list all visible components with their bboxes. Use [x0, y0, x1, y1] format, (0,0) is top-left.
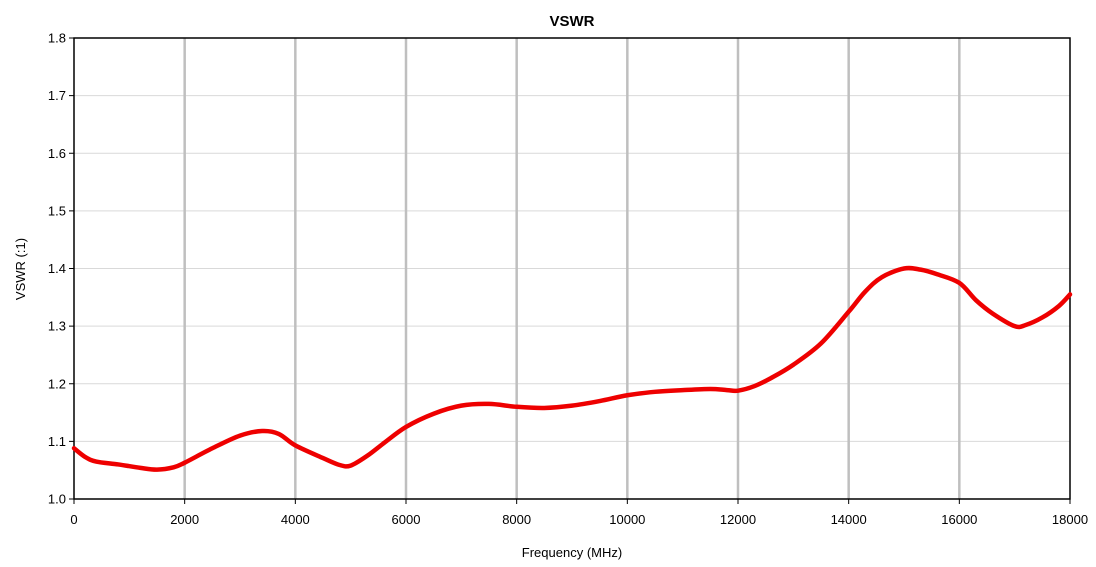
x-tick-label: 0 — [70, 512, 77, 527]
x-tick-label: 10000 — [609, 512, 645, 527]
y-tick-label: 1.6 — [48, 146, 66, 161]
x-tick-label: 16000 — [941, 512, 977, 527]
y-axis-ticks: 1.0 1.1 1.2 1.3 1.4 1.5 1.6 1.7 1.8 — [48, 31, 74, 507]
y-tick-label: 1.7 — [48, 88, 66, 103]
x-axis-title: Frequency (MHz) — [522, 545, 622, 560]
grid-lines — [74, 38, 1070, 499]
y-tick-label: 1.1 — [48, 434, 66, 449]
vswr-series-line — [71, 265, 1073, 472]
x-axis-ticks: 0 2000 4000 6000 8000 10000 12000 14000 16000 180… — [70, 499, 1088, 527]
x-tick-label: 18000 — [1052, 512, 1088, 527]
y-tick-label: 1.2 — [48, 376, 66, 391]
x-tick-label: 6000 — [392, 512, 421, 527]
y-tick-label: 1.3 — [48, 319, 66, 334]
y-tick-label: 1.5 — [48, 203, 66, 218]
y-tick-label: 1.8 — [48, 31, 66, 46]
x-tick-label: 14000 — [831, 512, 867, 527]
chart-title: VSWR — [550, 13, 595, 30]
x-tick-label: 8000 — [502, 512, 531, 527]
x-tick-label: 12000 — [720, 512, 756, 527]
y-tick-label: 1.0 — [48, 492, 66, 507]
x-tick-label: 2000 — [170, 512, 199, 527]
x-tick-label: 4000 — [281, 512, 310, 527]
y-axis-title: VSWR (:1) — [13, 238, 28, 300]
series-layer — [71, 265, 1073, 472]
y-tick-label: 1.4 — [48, 261, 66, 276]
